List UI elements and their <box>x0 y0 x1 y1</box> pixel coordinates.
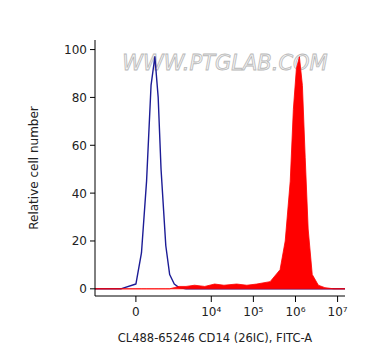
histogram-line <box>95 57 345 289</box>
chart: WWW.PTGLAB.COM020406080100010⁴10⁵10⁶10⁷C… <box>0 0 372 364</box>
y-tick-label: 20 <box>72 234 87 248</box>
plot-area <box>95 57 345 289</box>
y-tick <box>90 288 95 289</box>
y-tick <box>90 193 95 194</box>
x-tick-label: 10⁷ <box>328 305 348 319</box>
x-tick-label: 0 <box>132 305 140 319</box>
y-tick-label: 100 <box>64 43 87 57</box>
x-tick-label: 10⁵ <box>243 305 263 319</box>
y-axis-label: Relative cell number <box>27 106 41 230</box>
x-tick-label: 10⁴ <box>201 305 221 319</box>
y-tick <box>90 240 95 241</box>
x-tick-label: 10⁶ <box>285 305 305 319</box>
x-tick <box>253 296 254 302</box>
x-tick <box>337 296 338 302</box>
y-tick-label: 80 <box>72 91 87 105</box>
x-tick <box>295 296 296 302</box>
y-axis <box>95 40 96 296</box>
y-tick-label: 40 <box>72 187 87 201</box>
y-tick-label: 60 <box>72 139 87 153</box>
y-tick <box>90 145 95 146</box>
x-tick <box>135 296 136 302</box>
x-tick <box>211 296 212 302</box>
y-tick-label: 0 <box>79 282 87 296</box>
histogram-area <box>95 57 345 289</box>
y-tick <box>90 49 95 50</box>
x-axis <box>95 296 345 297</box>
y-tick <box>90 97 95 98</box>
x-axis-label: CL488-65246 CD14 (26IC), FITC-A <box>118 331 313 345</box>
